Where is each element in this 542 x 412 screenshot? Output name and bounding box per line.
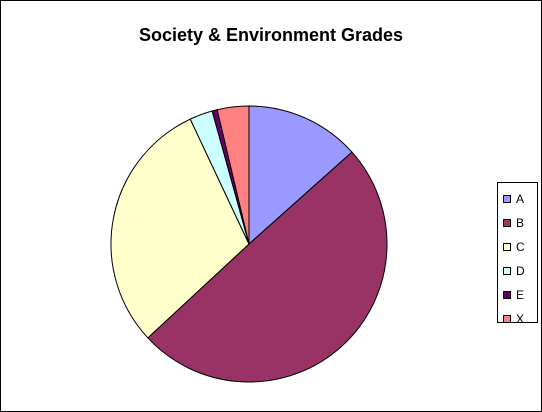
legend-swatch xyxy=(503,243,511,251)
legend-label: A xyxy=(516,192,524,206)
legend-swatch xyxy=(503,291,511,299)
legend-label: C xyxy=(516,240,525,254)
legend-swatch xyxy=(503,195,511,203)
pie-slice xyxy=(216,105,250,245)
chart-title: Society & Environment Grades xyxy=(139,25,403,45)
pie-slice xyxy=(110,118,250,339)
legend-label: D xyxy=(516,264,525,278)
legend-swatch xyxy=(503,267,511,275)
legend-label: X xyxy=(516,312,524,326)
legend-label: B xyxy=(516,216,524,230)
pie-slice xyxy=(147,151,388,383)
legend-swatch xyxy=(503,219,511,227)
pie-slice xyxy=(248,105,353,246)
legend-swatch xyxy=(503,315,511,323)
legend-box xyxy=(497,182,538,323)
legend-label: E xyxy=(516,288,524,302)
